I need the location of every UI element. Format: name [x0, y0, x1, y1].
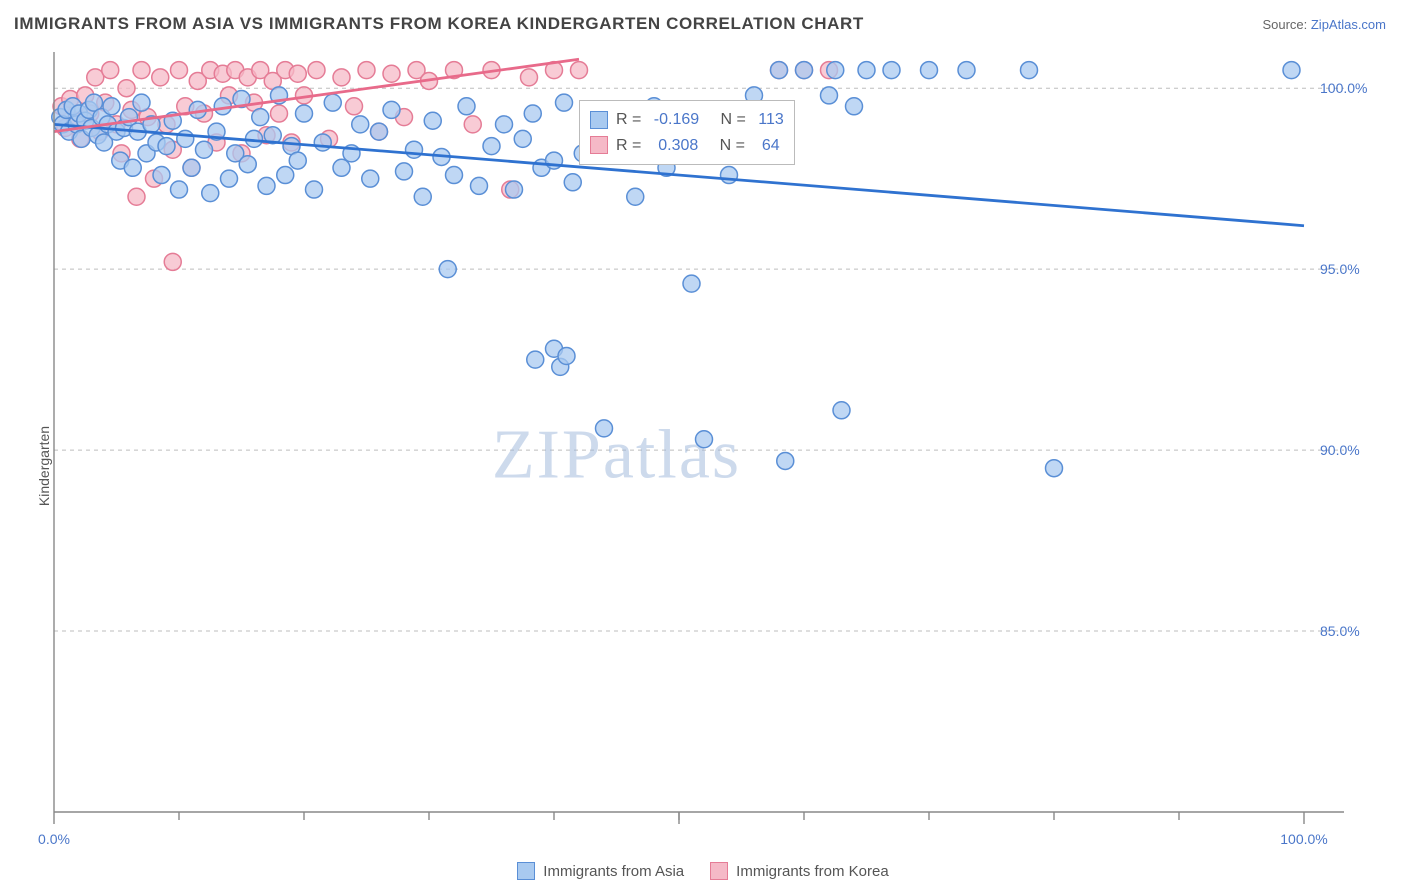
legend-bottom: Immigrants from Asia Immigrants from Kor… — [14, 862, 1392, 880]
source-credit: Source: ZipAtlas.com — [1262, 17, 1386, 32]
svg-text:100.0%: 100.0% — [1320, 80, 1367, 96]
legend-label: Immigrants from Korea — [736, 863, 889, 880]
legend-item-korea: Immigrants from Korea — [710, 862, 889, 880]
source-label: Source: — [1262, 17, 1310, 32]
correlation-legend-box: R = -0.169 N = 113R = 0.308 N = 64 — [579, 100, 795, 165]
swatch-icon — [710, 862, 728, 880]
legend-item-asia: Immigrants from Asia — [517, 862, 684, 880]
svg-text:90.0%: 90.0% — [1320, 442, 1360, 458]
svg-text:100.0%: 100.0% — [1280, 831, 1327, 846]
svg-text:85.0%: 85.0% — [1320, 623, 1360, 639]
legend-row: R = 0.308 N = 64 — [590, 133, 784, 159]
legend-label: Immigrants from Asia — [543, 863, 684, 880]
y-axis-title: Kindergarten — [36, 426, 52, 506]
header: IMMIGRANTS FROM ASIA VS IMMIGRANTS FROM … — [0, 0, 1406, 40]
chart-area: Kindergarten 85.0% 90.0% 95.0% 100.0% ZIPatl… — [14, 46, 1392, 886]
swatch-icon — [517, 862, 535, 880]
source-link[interactable]: ZipAtlas.com — [1311, 17, 1386, 32]
legend-row: R = -0.169 N = 113 — [590, 107, 784, 133]
chart-title: IMMIGRANTS FROM ASIA VS IMMIGRANTS FROM … — [14, 14, 864, 34]
svg-text:ZIPatlas: ZIPatlas — [492, 417, 741, 494]
svg-text:0.0%: 0.0% — [38, 831, 70, 846]
svg-text:95.0%: 95.0% — [1320, 261, 1360, 277]
scatter-chart: 85.0% 90.0% 95.0% 100.0% ZIPatlas 0.0% 100.0% — [14, 46, 1392, 846]
